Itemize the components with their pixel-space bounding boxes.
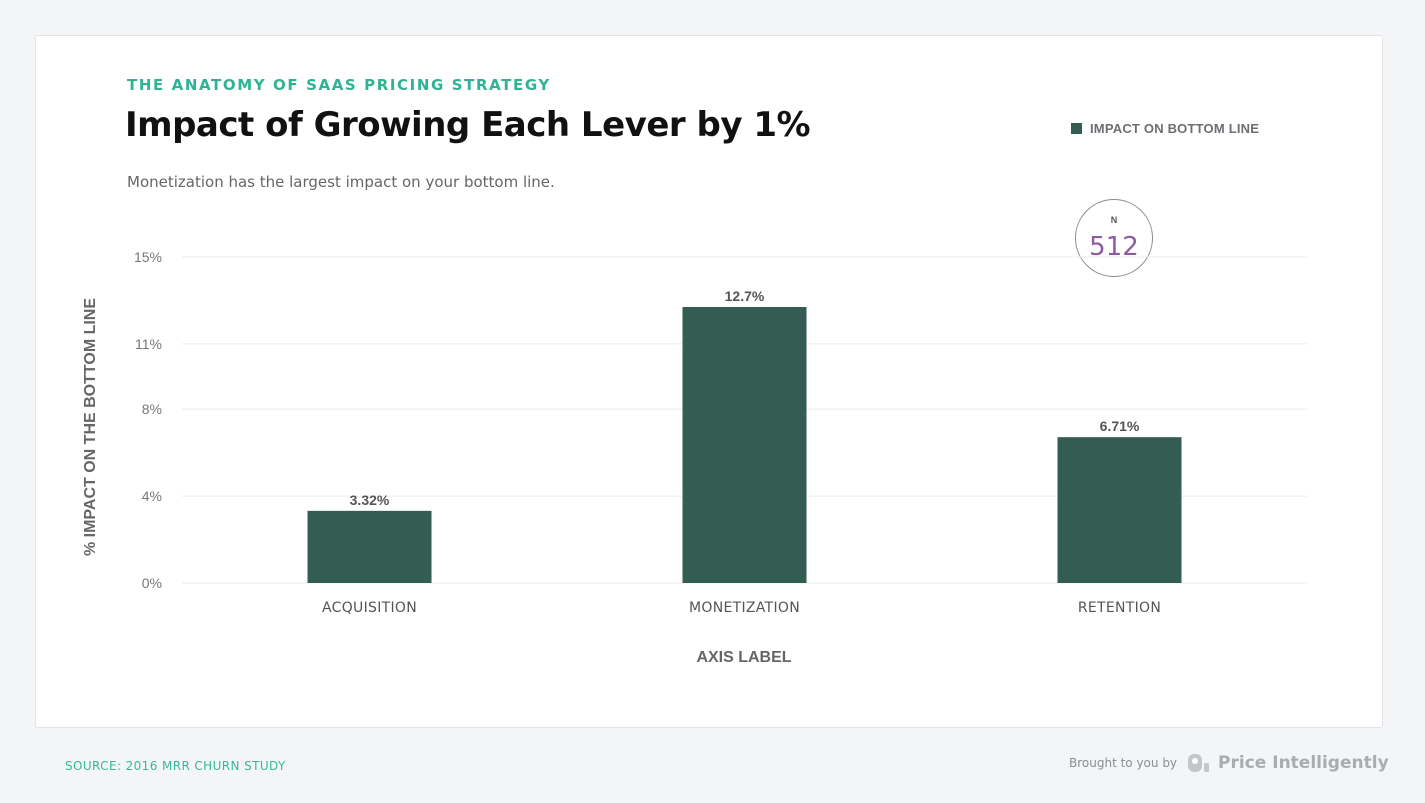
- y-tick-label: 4%: [142, 488, 162, 504]
- sample-size-label: N: [1110, 215, 1118, 225]
- brand-name: Price Intelligently: [1218, 753, 1389, 773]
- bar: [1057, 437, 1182, 583]
- y-tick-label: 0%: [142, 575, 162, 591]
- chart-subtitle: Monetization has the largest impact on y…: [127, 173, 555, 191]
- y-tick-label: 11%: [135, 336, 162, 352]
- price-intelligently-logo-icon: [1188, 754, 1210, 772]
- chart-legend: IMPACT ON BOTTOM LINE: [1071, 121, 1259, 136]
- data-label: 3.32%: [350, 492, 390, 508]
- chart-eyebrow: THE ANATOMY OF SAAS PRICING STRATEGY: [127, 76, 551, 94]
- bar: [682, 306, 807, 583]
- x-tick-label: RETENTION: [1078, 600, 1161, 616]
- x-tick-label: ACQUISITION: [322, 600, 417, 616]
- data-label: 12.7%: [725, 288, 765, 304]
- x-tick-label: MONETIZATION: [689, 600, 800, 616]
- y-axis-title: % IMPACT ON THE BOTTOM LINE: [82, 298, 99, 556]
- brand-credit[interactable]: Brought to you by Price Intelligently: [1069, 751, 1389, 775]
- x-axis-title: AXIS LABEL: [696, 649, 791, 666]
- y-tick-label: 8%: [142, 401, 162, 417]
- legend-label: IMPACT ON BOTTOM LINE: [1090, 121, 1260, 136]
- brought-by-text: Brought to you by: [1069, 756, 1178, 770]
- bar: [307, 510, 432, 583]
- chart-title: Impact of Growing Each Lever by 1%: [125, 105, 811, 145]
- source-note: SOURCE: 2016 MRR CHURN STUDY: [65, 759, 286, 773]
- y-tick-label: 15%: [134, 249, 162, 265]
- legend-swatch: [1071, 123, 1082, 134]
- data-label: 6.71%: [1100, 418, 1140, 434]
